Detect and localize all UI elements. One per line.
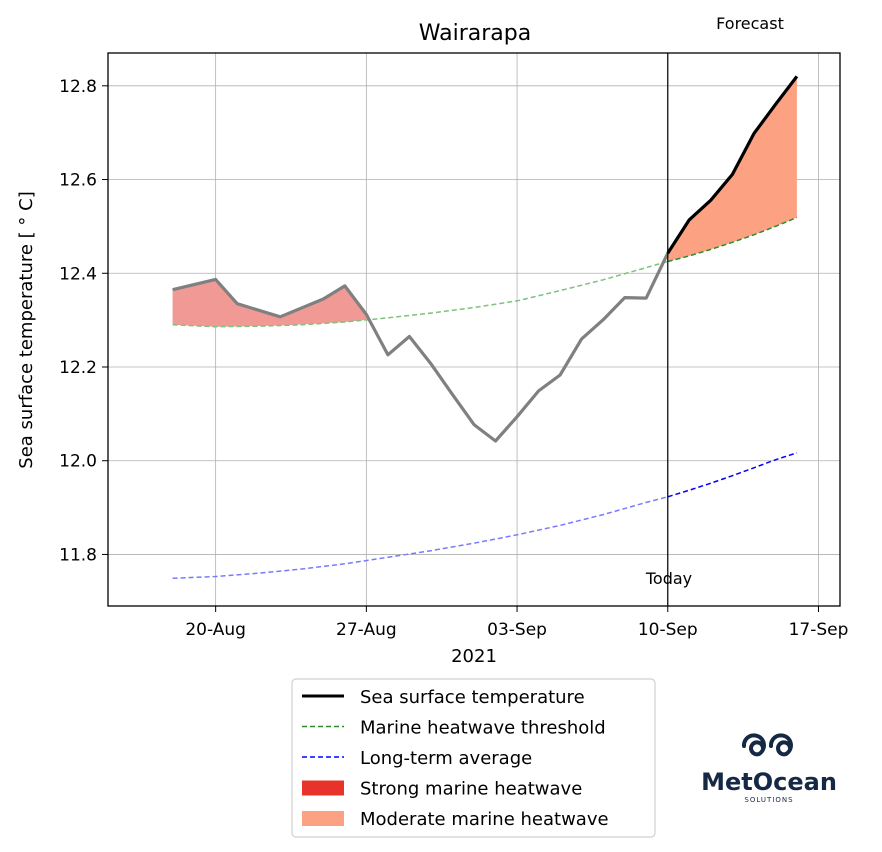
long-term-average-past-line bbox=[172, 496, 668, 580]
legend-box bbox=[291, 678, 656, 838]
y-axis-ticks: 11.8 12.0 12.2 12.4 12.6 12.8 bbox=[59, 77, 108, 565]
plot-frame bbox=[107, 52, 841, 607]
x-tick-label: 20-Aug bbox=[185, 620, 246, 640]
long-term-average-forecast-line bbox=[667, 452, 798, 498]
x-tick-label: 27-Aug bbox=[336, 620, 397, 640]
legend: Sea surface temperature Marine heatwave t… bbox=[291, 678, 656, 838]
x-tick-label: 17-Sep bbox=[789, 620, 849, 640]
forecast-label: Forecast bbox=[716, 14, 784, 33]
sst-forecast-line bbox=[666, 75, 799, 254]
wave-logo-icon bbox=[742, 733, 793, 757]
legend-swatch-patch bbox=[302, 780, 344, 796]
x-axis-label: 2021 bbox=[451, 646, 497, 667]
x-tick-label: 10-Sep bbox=[638, 620, 698, 640]
series-lines bbox=[172, 75, 799, 580]
logo-sub: SOLUTIONS bbox=[744, 796, 793, 804]
legend-label: Sea surface temperature bbox=[360, 687, 585, 708]
legend-label: Moderate marine heatwave bbox=[360, 809, 609, 830]
x-axis-ticks: 20-Aug 27-Aug 03-Sep 10-Sep 17-Sep bbox=[185, 606, 848, 640]
threshold-forecast-line bbox=[667, 216, 798, 263]
y-axis-label: Sea surface temperature [ ° C] bbox=[16, 191, 37, 468]
legend-label: Strong marine heatwave bbox=[360, 779, 582, 800]
today-label: Today bbox=[645, 569, 692, 588]
x-tick-label: 03-Sep bbox=[487, 620, 547, 640]
y-tick-label: 11.8 bbox=[59, 545, 97, 565]
moderate-heatwave-fill bbox=[667, 76, 797, 262]
y-tick-label: 12.8 bbox=[59, 77, 97, 97]
heatwave-fills bbox=[172, 76, 797, 327]
metocean-logo: MetOcean SOLUTIONS bbox=[701, 733, 837, 804]
y-tick-label: 12.0 bbox=[59, 452, 97, 472]
y-tick-label: 12.2 bbox=[59, 358, 97, 378]
logo-name: MetOcean bbox=[701, 768, 837, 796]
y-tick-label: 12.6 bbox=[59, 171, 97, 191]
legend-swatch-patch bbox=[302, 811, 344, 826]
strong-heatwave-fill bbox=[172, 279, 367, 327]
grid-lines bbox=[108, 53, 840, 606]
sst-observed-line bbox=[172, 252, 670, 443]
legend-label: Marine heatwave threshold bbox=[360, 718, 606, 739]
legend-label: Long-term average bbox=[360, 748, 532, 769]
y-tick-label: 12.4 bbox=[59, 264, 97, 284]
chart-title: Wairarapa bbox=[419, 21, 531, 46]
threshold-past-line bbox=[172, 260, 669, 328]
